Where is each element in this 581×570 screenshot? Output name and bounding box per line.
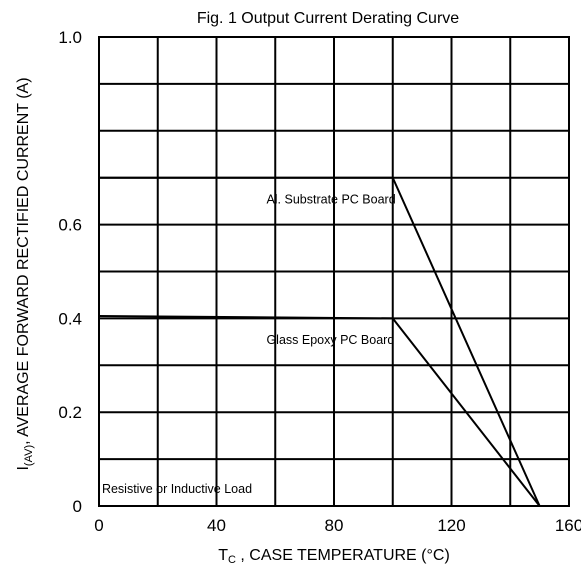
x-tick-label: 120 xyxy=(437,516,465,535)
x-tick-label: 0 xyxy=(94,516,103,535)
x-tick-labels: 0 40 80 120 160 xyxy=(94,516,581,535)
series-line-2 xyxy=(98,315,541,507)
y-tick-label: 0 xyxy=(73,497,82,516)
annotation-label: Al. Substrate PC Board xyxy=(266,192,395,206)
x-tick-label: 40 xyxy=(207,516,226,535)
x-tick-label: 160 xyxy=(555,516,581,535)
grid-lines xyxy=(99,37,569,506)
series-lines xyxy=(98,176,541,507)
annotation-label: Resistive or Inductive Load xyxy=(102,482,252,496)
x-tick-label: 80 xyxy=(325,516,344,535)
chart-title: Fig. 1 Output Current Derating Curve xyxy=(197,10,459,27)
plot-frame xyxy=(98,36,570,507)
annotation-label: Glass Epoxy PC Board xyxy=(266,333,394,347)
y-tick-label: 0.6 xyxy=(58,216,82,235)
x-axis-label-subscript: C xyxy=(228,554,236,566)
x-axis-label-prefix: T xyxy=(218,547,228,564)
y-axis-label-prefix: I xyxy=(15,466,32,470)
x-axis-label: TC , CASE TEMPERATURE (°C) xyxy=(218,547,450,566)
annotations: Al. Substrate PC Board Glass Epoxy PC Boa… xyxy=(102,192,396,495)
series-line-1 xyxy=(99,176,541,507)
y-axis-label-text: , AVERAGE FORWARD RECTIFIED CURRENT (A) xyxy=(15,77,32,444)
y-tick-labels: 0 0.2 0.4 0.6 1.0 xyxy=(58,28,82,516)
y-tick-label: 0.2 xyxy=(58,403,82,422)
y-tick-label: 1.0 xyxy=(58,28,82,47)
y-axis-label-subscript: (AV) xyxy=(23,445,35,466)
y-tick-label: 0.4 xyxy=(58,309,82,328)
y-axis-label: I(AV), AVERAGE FORWARD RECTIFIED CURRENT… xyxy=(15,77,35,470)
x-axis-label-text: , CASE TEMPERATURE (°C) xyxy=(236,547,450,564)
